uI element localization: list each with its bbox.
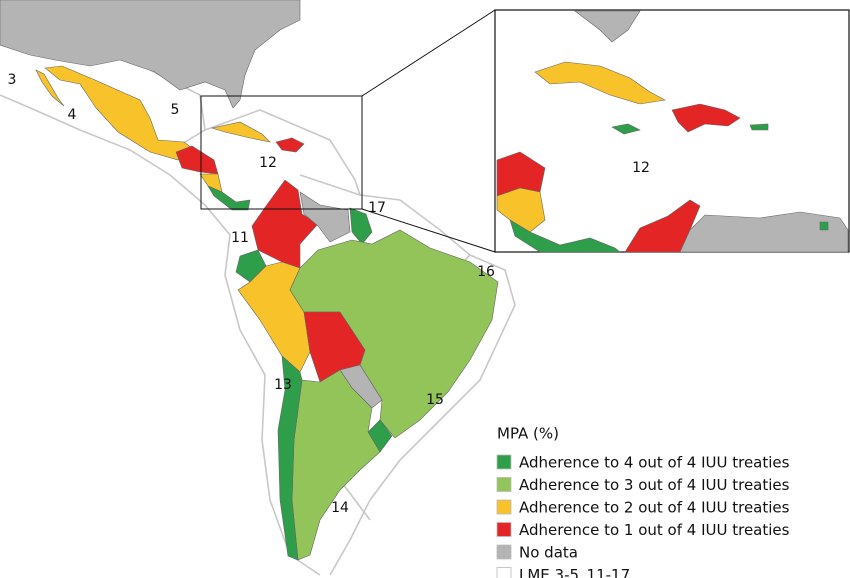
inset-florida	[574, 10, 641, 43]
legend-label: Adherence to 2 out of 4 IUU treaties	[519, 499, 790, 517]
legend-swatch	[496, 544, 512, 560]
land	[0, 0, 499, 561]
legend-label: Adherence to 3 out of 4 IUU treaties	[519, 476, 790, 494]
legend-swatch	[496, 454, 512, 470]
north-america	[0, 0, 301, 109]
inset-puerto-rico	[749, 123, 769, 131]
lme-label: 15	[426, 392, 444, 408]
connector	[361, 9, 496, 97]
inset-lme-label: 12	[632, 160, 650, 176]
legend-label: LME 3-5_11-17	[519, 566, 630, 578]
lme-label: 3	[8, 72, 17, 88]
inset-hispaniola	[671, 103, 741, 133]
lme-label: 13	[274, 377, 292, 393]
legend: MPA (%) Adherence to 4 out of 4 IUU trea…	[496, 425, 790, 578]
chile	[277, 355, 303, 561]
legend-title: MPA (%)	[497, 425, 559, 443]
inset	[494, 9, 850, 253]
lme-label: 14	[331, 500, 349, 516]
inset-trinidad	[819, 221, 829, 231]
inset-frame	[494, 9, 850, 253]
cuba	[210, 121, 271, 143]
inset-panama	[509, 219, 621, 253]
lme-label: 12	[259, 155, 277, 171]
panama	[207, 185, 251, 211]
lme-label: 16	[477, 264, 495, 280]
hispaniola	[275, 137, 305, 153]
legend-label: Adherence to 1 out of 4 IUU treaties	[519, 521, 790, 539]
legend-swatch	[496, 499, 512, 515]
inset-venezuela	[679, 211, 849, 253]
baja	[35, 69, 65, 107]
venezuela	[299, 191, 351, 243]
inset-jamaica	[611, 123, 641, 135]
connector	[361, 208, 496, 253]
guyana	[349, 207, 373, 245]
mexico	[44, 65, 193, 161]
inset-nicaragua	[496, 187, 546, 233]
central-america-red	[175, 145, 219, 175]
legend-label: Adherence to 4 out of 4 IUU treaties	[519, 454, 790, 472]
inset-extent	[200, 95, 363, 210]
legend-label: No data	[519, 544, 578, 562]
lme-label: 17	[368, 200, 386, 216]
lme-labels: 3 4 5 11 12 13 14 15 16 17 12	[8, 72, 650, 516]
legend-swatch	[496, 567, 512, 578]
colombia	[251, 179, 319, 269]
lme-label: 4	[68, 107, 77, 123]
legend-swatch	[496, 522, 512, 537]
lme-label: 11	[231, 230, 249, 246]
legend-swatch	[496, 477, 512, 492]
inset-cuba	[534, 61, 666, 105]
lme-label: 5	[171, 102, 180, 118]
